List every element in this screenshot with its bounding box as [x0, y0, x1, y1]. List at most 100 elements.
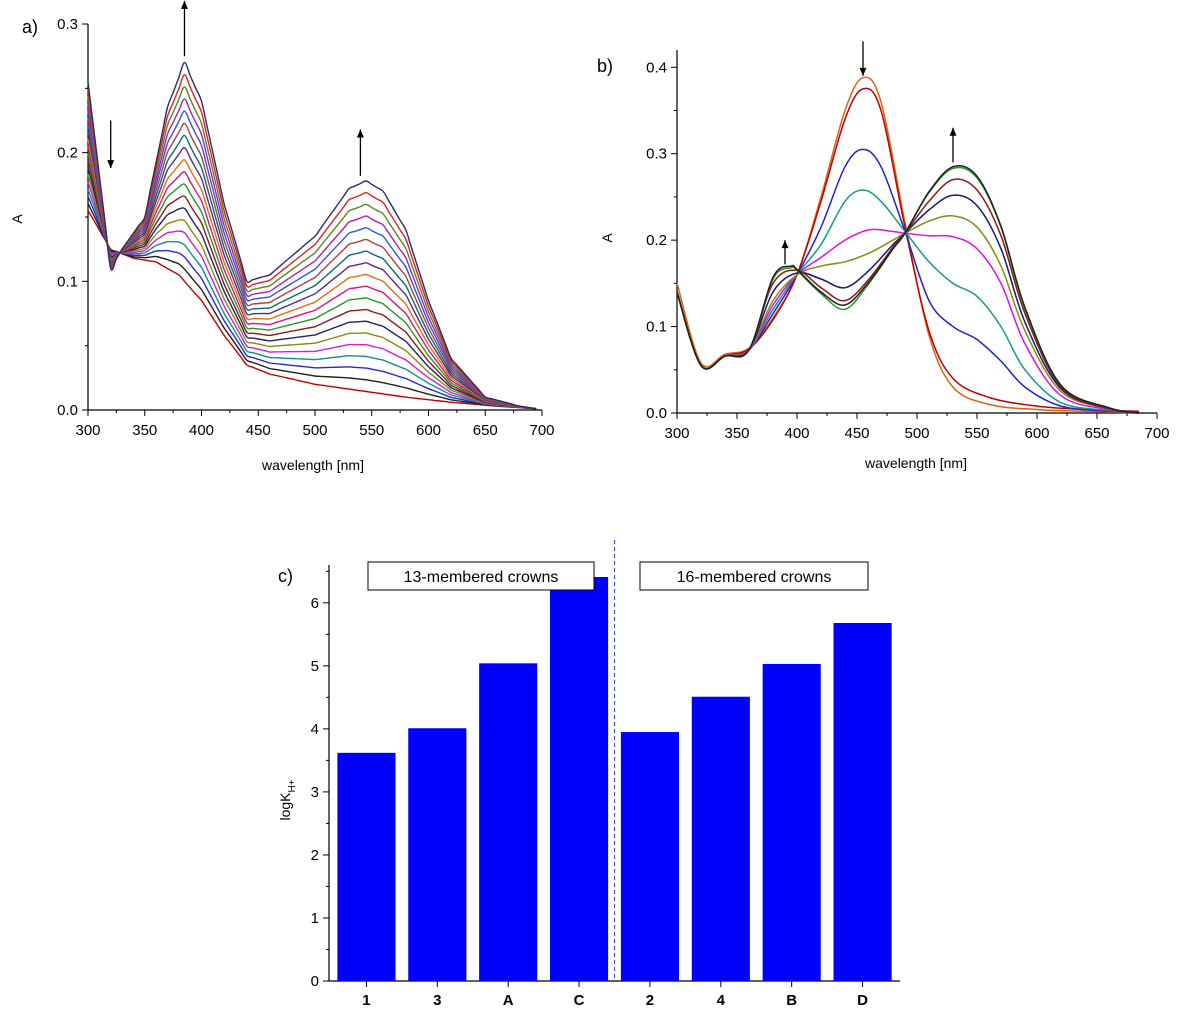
panel-a-spectrum-line: [87, 117, 537, 410]
panel-a-spectrum-line: [87, 196, 537, 410]
panel-b-label: b): [597, 56, 613, 76]
panel-a-spectrum-line: [87, 74, 537, 410]
panel-b-x-tick-label: 450: [844, 425, 869, 442]
panel-b-y-axis-label: A: [599, 233, 615, 243]
panel-c-y-tick-label: 5: [311, 658, 319, 675]
panel-b-y-tick-label: 0.3: [646, 146, 667, 163]
panel-a-x-tick-label: 500: [302, 422, 327, 439]
panel-a-label: a): [22, 17, 38, 37]
panel-c-category-label: 2: [646, 992, 654, 1009]
panel-b-spectrum-line: [676, 87, 1140, 413]
panel-a-spectrum-line: [87, 174, 537, 410]
panel-a-y-tick-label: 0.0: [57, 402, 78, 419]
panel-b-chart: b) A wavelength [nm] 300 350 400 450 500 550 6…: [597, 41, 1170, 471]
panel-a-spectrum-line: [87, 203, 537, 410]
panel-a-y-axis-label: A: [9, 214, 25, 224]
panel-a-arrow-3-head: [356, 129, 364, 138]
panel-c-y-axis-label-subscript: H+: [287, 779, 298, 792]
panel-c-bar: [408, 728, 467, 981]
panel-c-category-label: 3: [433, 992, 441, 1009]
panel-b-y-tick-label: 0.2: [646, 232, 667, 249]
panel-b-x-tick-label: 600: [1024, 425, 1049, 442]
panel-a-y-tick-label: 0.3: [57, 16, 78, 33]
panel-b-x-axis-label: wavelength [nm]: [864, 455, 967, 471]
panel-b-arrow-3-head: [949, 127, 957, 136]
panel-a-spectrum-line: [87, 124, 537, 410]
panel-a-arrow-2-head: [180, 0, 188, 9]
panel-c-y-tick-label: 0: [311, 973, 319, 990]
panel-c-group-label: 16-membered crowns: [677, 569, 832, 586]
panel-a-x-tick-label: 550: [359, 422, 384, 439]
panel-c-bar: [479, 663, 538, 981]
panel-a-x-tick-label: 450: [246, 422, 271, 439]
panel-b-y-tick-label: 0.4: [646, 59, 667, 76]
panel-c-y-axis-label: logKH+: [277, 779, 298, 820]
panel-c-y-tick-label: 2: [311, 847, 319, 864]
panel-b-spectrum-line: [676, 164, 1140, 414]
panel-a-chart: a) A wavelength [nm] 300 350 400 450 500 550 6…: [9, 0, 555, 473]
panel-c-bar: [762, 663, 821, 981]
panel-c-bar: [691, 696, 750, 981]
panel-a-spectrum-line: [87, 110, 537, 410]
panel-a-spectrum-line: [87, 188, 537, 410]
panel-a-x-tick-label: 300: [75, 422, 100, 439]
panel-c-group-label: 13-membered crowns: [404, 569, 559, 586]
panel-a-spectrum-line: [87, 61, 537, 410]
panel-a-x-tick-label: 350: [132, 422, 157, 439]
panel-b-x-tick-label: 550: [964, 425, 989, 442]
panel-a-spectrum-line: [87, 160, 537, 410]
panel-c-bar: [550, 576, 609, 981]
panel-a-arrow-1-head: [107, 160, 115, 169]
panel-c-category-label: B: [786, 992, 797, 1009]
panel-c-category-label: A: [503, 992, 514, 1009]
panel-c-bar: [833, 622, 892, 981]
panel-c-category-label: 1: [362, 992, 370, 1009]
panel-a-spectrum-line: [87, 98, 537, 410]
panel-a-y-tick-label: 0.2: [57, 145, 78, 162]
panel-b-x-tick-label: 300: [664, 425, 689, 442]
panel-b-x-tick-label: 400: [784, 425, 809, 442]
panel-a-spectrum-line: [87, 167, 537, 410]
panel-a-spectrum-line: [87, 86, 537, 410]
panel-c-group-label-box: [367, 561, 595, 591]
panel-c-bar: [620, 732, 679, 981]
panel-b-x-tick-label: 700: [1144, 425, 1169, 442]
panel-b-arrow-2-head: [859, 67, 867, 76]
panel-c-bar: [337, 752, 396, 981]
panel-b-y-tick-label: 0.1: [646, 319, 667, 336]
panel-a-spectrum-line: [87, 153, 537, 410]
panel-c-group-label-box: [639, 561, 869, 591]
panel-b-x-tick-label: 350: [724, 425, 749, 442]
panel-b-spectrum-line: [676, 189, 1140, 414]
panel-a-y-tick-label: 0.1: [57, 273, 78, 290]
panel-b-spectrum-line: [676, 178, 1140, 414]
panel-b-spectrum-line: [676, 228, 1140, 414]
panel-b-spectrum-line: [676, 166, 1140, 414]
panel-a-spectrum-line: [87, 181, 537, 410]
panel-c-y-axis-label-main: logK: [277, 792, 293, 821]
panel-c-category-label: 4: [717, 992, 726, 1009]
panel-a-x-tick-label: 400: [189, 422, 214, 439]
panel-c-category-label: D: [857, 992, 868, 1009]
panel-b-x-tick-label: 650: [1084, 425, 1109, 442]
panel-b-arrow-1-head: [781, 240, 789, 249]
panel-c-chart: c) logKH+ 0 1 2 3 4 5 6 1 3 A C 2 4 B D 13-membered cro…: [277, 540, 900, 1009]
panel-c-category-label: C: [574, 992, 585, 1009]
panel-c-y-tick-label: 1: [311, 910, 319, 927]
panel-b-spectrum-line: [676, 148, 1140, 414]
panel-c-label: c): [278, 566, 293, 586]
panel-a-spectrum-line: [87, 131, 537, 410]
panel-a-x-axis-label: wavelength [nm]: [261, 457, 364, 473]
panel-b-spectrum-line: [676, 214, 1140, 414]
panel-a-x-tick-label: 700: [529, 422, 554, 439]
panel-b-x-tick-label: 500: [904, 425, 929, 442]
panel-b-spectrum-line: [676, 76, 1140, 414]
panel-a-spectrum-line: [87, 146, 537, 410]
panel-c-y-tick-label: 6: [311, 595, 319, 612]
panel-b-y-tick-label: 0.0: [646, 405, 667, 422]
panel-c-y-tick-label: 3: [311, 784, 319, 801]
panel-c-y-tick-label: 4: [311, 721, 319, 738]
panel-a-spectrum-line: [87, 138, 537, 410]
panel-a-x-tick-label: 650: [473, 422, 498, 439]
